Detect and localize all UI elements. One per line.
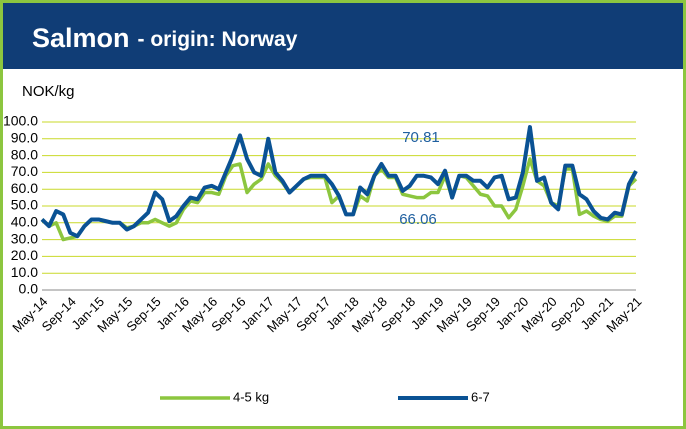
header <box>3 3 683 69</box>
y-tick-label: 70.0 <box>11 163 38 179</box>
y-tick-label: 40.0 <box>11 214 38 230</box>
y-tick-label: 80.0 <box>11 146 38 162</box>
y-tick-label: 20.0 <box>11 247 38 263</box>
y-tick-label: 0.0 <box>19 281 39 297</box>
chart-title: Salmon - origin: Norway <box>32 23 298 53</box>
series-line <box>40 125 638 239</box>
y-axis-label: NOK/kg <box>22 83 75 100</box>
legend-label: 4-5 kg <box>233 389 269 404</box>
annotation: 70.81 <box>402 129 440 146</box>
legend-label: 6-7 <box>471 389 490 404</box>
y-tick-label: 60.0 <box>11 180 38 196</box>
y-tick-label: 10.0 <box>11 264 38 280</box>
y-tick-label: 100.0 <box>3 113 38 129</box>
annotation: 66.06 <box>399 211 437 228</box>
subtitle: - origin: Norway <box>138 28 298 51</box>
y-tick-label: 50.0 <box>11 197 38 213</box>
title: Salmon <box>32 23 130 53</box>
y-tick-label: 90.0 <box>11 130 38 146</box>
y-tick-label: 30.0 <box>11 230 38 246</box>
